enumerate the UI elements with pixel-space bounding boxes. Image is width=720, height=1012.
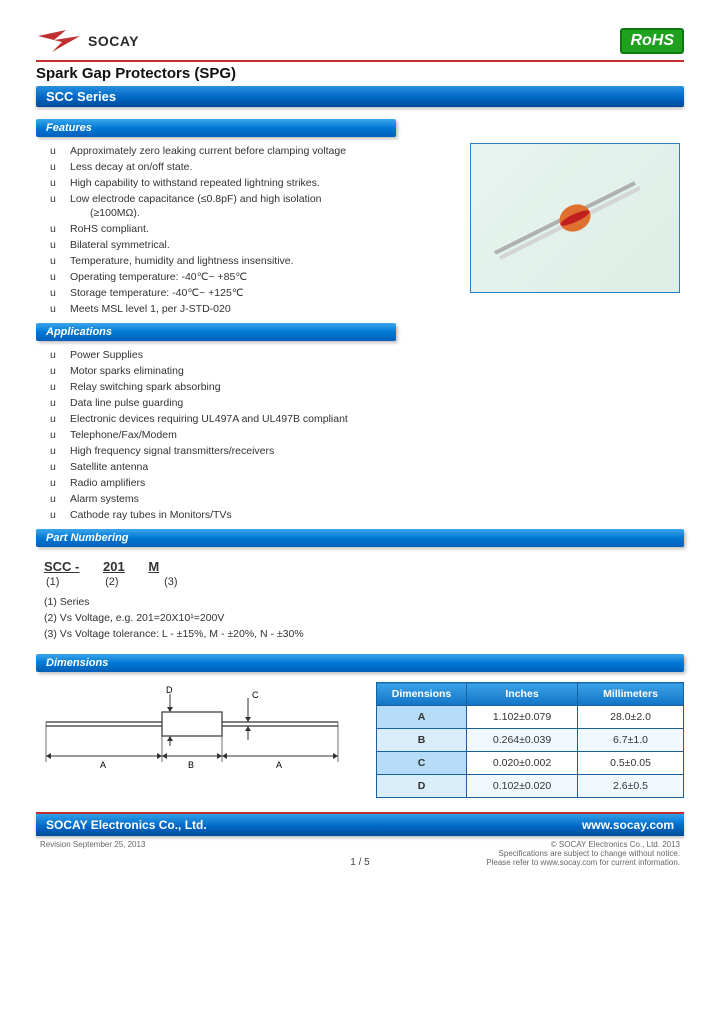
legend-item: (1) Series xyxy=(44,594,684,610)
list-item: Electronic devices requiring UL497A and … xyxy=(50,411,684,427)
dim-th: Inches xyxy=(467,683,578,706)
legend-item: (2) Vs Voltage, e.g. 201=20X10¹=200V xyxy=(44,610,684,626)
dim-cell: 1.102±0.079 xyxy=(467,706,578,729)
list-item: Radio amplifiers xyxy=(50,475,684,491)
part-number-indices: (1) (2) (3) xyxy=(36,576,684,588)
dimensions-table: Dimensions Inches Millimeters A1.102±0.0… xyxy=(376,682,684,798)
footer-revision: Revision September 25, 2013 xyxy=(40,840,145,867)
svg-text:D: D xyxy=(166,685,173,695)
list-item: Motor sparks eliminating xyxy=(50,363,684,379)
list-item: Relay switching spark absorbing xyxy=(50,379,684,395)
dim-key: B xyxy=(377,729,467,752)
part-numbering-heading: Part Numbering xyxy=(36,529,684,547)
list-item: (≥100MΩ). xyxy=(50,205,684,221)
logo-icon xyxy=(36,28,82,54)
applications-heading: Applications xyxy=(36,323,396,341)
pn-part-1: SCC - xyxy=(44,559,79,574)
part-number-legend: (1) Series (2) Vs Voltage, e.g. 201=20X1… xyxy=(36,588,684,648)
dim-cell: 0.020±0.002 xyxy=(467,752,578,775)
dim-cell: 2.6±0.5 xyxy=(578,775,684,798)
footer-company: SOCAY Electronics Co., Ltd. xyxy=(46,818,207,832)
pn-idx-2: (2) xyxy=(105,576,161,588)
dim-key: D xyxy=(377,775,467,798)
rohs-badge: RoHS xyxy=(620,28,684,54)
footer-note: Specifications are subject to change wit… xyxy=(486,849,680,858)
svg-text:B: B xyxy=(188,760,194,770)
footer-url: www.socay.com xyxy=(582,818,674,832)
dim-key: C xyxy=(377,752,467,775)
brand-block: SOCAY xyxy=(36,28,139,54)
list-item: Power Supplies xyxy=(50,347,684,363)
svg-text:C: C xyxy=(252,690,259,700)
svg-text:A: A xyxy=(100,760,106,770)
svg-text:A: A xyxy=(276,760,282,770)
dim-th: Dimensions xyxy=(377,683,467,706)
footer-note: Please refer to www.socay.com for curren… xyxy=(486,858,680,867)
legend-item: (3) Vs Voltage tolerance: L - ±15%, M - … xyxy=(44,626,684,642)
list-item: High frequency signal transmitters/recei… xyxy=(50,443,684,459)
dim-cell: 0.264±0.039 xyxy=(467,729,578,752)
pn-idx-1: (1) xyxy=(46,576,102,588)
dim-th: Millimeters xyxy=(578,683,684,706)
list-item: Meets MSL level 1, per J-STD-020 xyxy=(50,301,684,317)
brand-name: SOCAY xyxy=(88,33,139,49)
footer-copyright: © SOCAY Electronics Co., Ltd. 2013 xyxy=(486,840,680,849)
footer-bar: SOCAY Electronics Co., Ltd. www.socay.co… xyxy=(36,814,684,836)
list-item: Data line pulse guarding xyxy=(50,395,684,411)
pn-idx-3: (3) xyxy=(164,576,220,588)
dim-cell: 6.7±1.0 xyxy=(578,729,684,752)
features-heading: Features xyxy=(36,119,396,137)
list-item: Telephone/Fax/Modem xyxy=(50,427,684,443)
header: SOCAY RoHS xyxy=(36,28,684,54)
dim-cell: 28.0±2.0 xyxy=(578,706,684,729)
series-bar: SCC Series xyxy=(36,86,684,107)
dim-cell: 0.102±0.020 xyxy=(467,775,578,798)
list-item: Alarm systems xyxy=(50,491,684,507)
dimensions-drawing: D C A B A xyxy=(36,682,356,782)
pn-part-3: M xyxy=(148,559,159,574)
dimensions-heading: Dimensions xyxy=(36,654,684,672)
dim-cell: 0.5±0.05 xyxy=(578,752,684,775)
title-rule xyxy=(36,60,684,62)
list-item: Satellite antenna xyxy=(50,459,684,475)
dim-key: A xyxy=(377,706,467,729)
pn-part-2: 201 xyxy=(103,559,125,574)
page-title: Spark Gap Protectors (SPG) xyxy=(36,65,684,82)
part-number-example: SCC - 201 M xyxy=(36,553,684,576)
applications-list: Power Supplies Motor sparks eliminating … xyxy=(36,347,684,523)
list-item: Cathode ray tubes in Monitors/TVs xyxy=(50,507,684,523)
